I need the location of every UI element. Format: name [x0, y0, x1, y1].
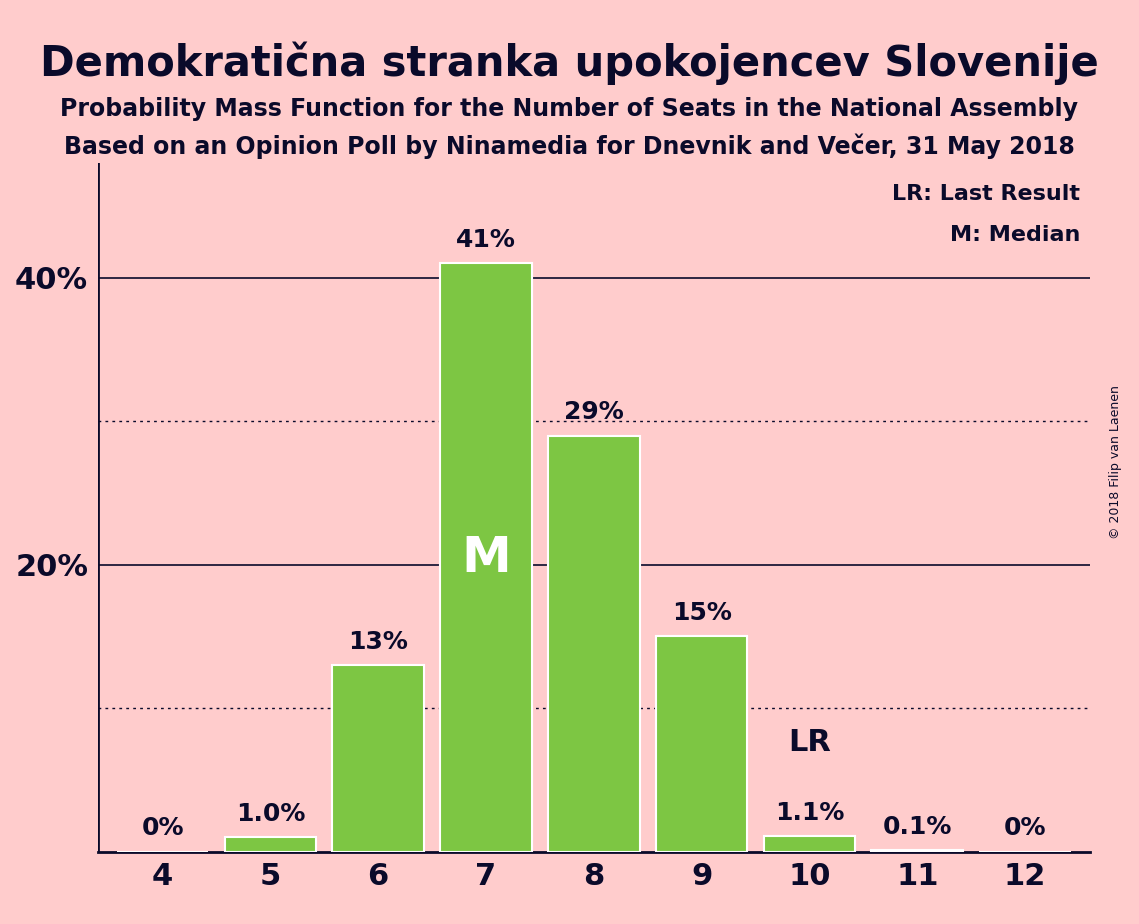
- Text: Based on an Opinion Poll by Ninamedia for Dnevnik and Večer, 31 May 2018: Based on an Opinion Poll by Ninamedia fo…: [64, 134, 1075, 160]
- Bar: [656, 637, 747, 852]
- Bar: [871, 850, 964, 852]
- Text: 13%: 13%: [349, 630, 408, 653]
- Text: 1.0%: 1.0%: [236, 802, 305, 826]
- Text: 15%: 15%: [672, 601, 731, 625]
- Text: 0%: 0%: [1003, 816, 1047, 840]
- Bar: [333, 665, 424, 852]
- Bar: [440, 263, 532, 852]
- Text: 1.1%: 1.1%: [775, 800, 844, 824]
- Text: LR: LR: [788, 728, 831, 757]
- Text: LR: Last Result: LR: Last Result: [892, 184, 1080, 203]
- Bar: [548, 435, 640, 852]
- Text: © 2018 Filip van Laenen: © 2018 Filip van Laenen: [1109, 385, 1122, 539]
- Text: Demokratična stranka upokojencev Slovenije: Demokratična stranka upokojencev Sloveni…: [40, 42, 1099, 85]
- Text: 29%: 29%: [564, 400, 624, 424]
- Text: 41%: 41%: [456, 228, 516, 252]
- Text: M: M: [461, 533, 511, 581]
- Text: Probability Mass Function for the Number of Seats in the National Assembly: Probability Mass Function for the Number…: [60, 97, 1079, 121]
- Text: 0%: 0%: [141, 816, 183, 840]
- Text: M: Median: M: Median: [950, 225, 1080, 245]
- Bar: [763, 836, 855, 852]
- Text: 0.1%: 0.1%: [883, 815, 952, 839]
- Bar: [224, 837, 317, 852]
